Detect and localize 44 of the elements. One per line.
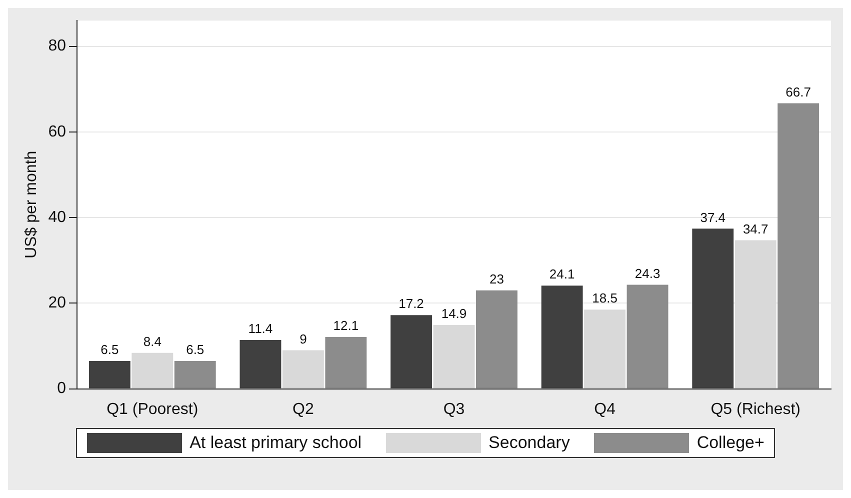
- bar: [626, 284, 668, 388]
- data-label: 24.3: [634, 266, 660, 281]
- bar: [88, 360, 130, 388]
- y-tick-label: 20: [48, 294, 66, 312]
- x-tick-label: Q1 (Poorest): [106, 400, 198, 418]
- data-label: 9: [300, 331, 307, 346]
- data-label: 66.7: [786, 84, 811, 100]
- bar: [282, 350, 324, 388]
- bar: [390, 315, 432, 388]
- data-label: 6.5: [186, 342, 204, 358]
- data-label: 14.9: [441, 306, 467, 322]
- y-axis-title: US$ per month: [23, 150, 40, 259]
- data-label: 17.2: [398, 296, 424, 312]
- data-label: 11.4: [248, 321, 273, 336]
- y-tick-label: 40: [48, 208, 66, 226]
- x-tick-label: Q4: [594, 400, 616, 418]
- y-tick-label: 60: [48, 123, 66, 140]
- data-label: 34.7: [742, 221, 768, 236]
- x-tick-label: Q5 (Richest): [710, 400, 800, 418]
- data-label: 8.4: [143, 334, 162, 349]
- text: Secondary: [488, 433, 570, 453]
- bar: [778, 103, 820, 388]
- bar: [325, 336, 367, 388]
- bar: [476, 290, 518, 388]
- data-label: 18.5: [592, 290, 618, 306]
- text: At least primary school: [190, 433, 362, 453]
- bar: [692, 228, 734, 388]
- bar: [433, 325, 475, 388]
- text: College+: [696, 433, 764, 453]
- bar: [174, 360, 216, 388]
- bar: [132, 352, 174, 388]
- x-tick-label: Q2: [292, 400, 314, 418]
- data-label: 12.1: [333, 318, 359, 334]
- x-tick-label: Q3: [443, 400, 465, 418]
- data-label: 6.5: [100, 342, 119, 358]
- bar: [584, 310, 626, 388]
- y-tick-label: 80: [48, 38, 66, 55]
- data-label: 37.4: [700, 210, 726, 225]
- data-label: 23: [489, 271, 504, 286]
- bar: [240, 340, 282, 388]
- data-label: 24.1: [549, 266, 575, 282]
- y-tick-label: 0: [57, 380, 66, 398]
- bar: [734, 240, 776, 388]
- bar: [541, 286, 583, 388]
